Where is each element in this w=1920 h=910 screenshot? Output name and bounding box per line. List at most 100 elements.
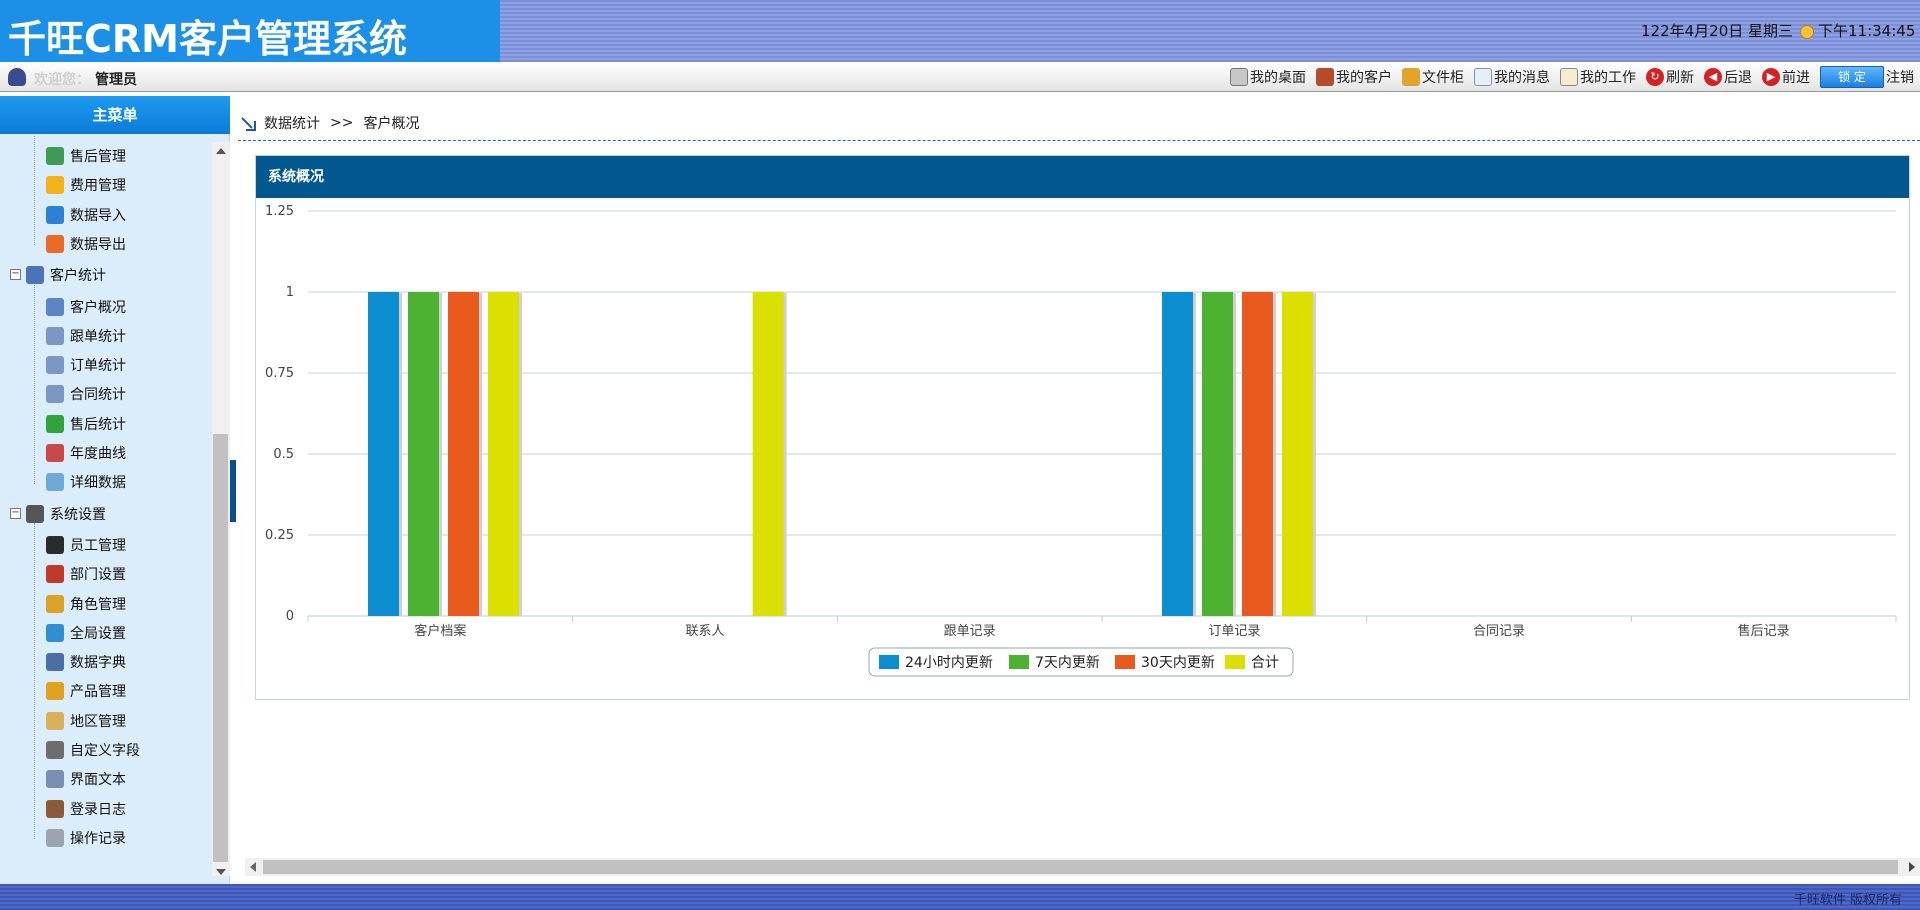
legend-label: 7天内更新	[1035, 655, 1100, 671]
key-icon	[46, 594, 64, 613]
x-tick-label: 跟单记录	[944, 624, 996, 639]
bar-chart-icon	[46, 385, 64, 404]
menu-item-record[interactable]: 操作记录	[46, 826, 126, 850]
menu-item-edit[interactable]: 自定义字段	[46, 738, 140, 762]
bar	[448, 292, 479, 616]
panel-title: 系统概况	[256, 156, 1909, 198]
menu-item-line-chart[interactable]: 年度曲线	[46, 441, 126, 465]
menu-item-map[interactable]: 地区管理	[46, 709, 126, 733]
menu-item-book[interactable]: 数据字典	[46, 650, 126, 674]
employee-icon	[46, 535, 64, 554]
x-tick-label: 联系人	[685, 624, 724, 639]
star-icon	[46, 176, 64, 195]
my-work-link[interactable]: 我的工作	[1560, 67, 1636, 87]
y-tick-label: 1	[286, 285, 294, 300]
work-icon	[1560, 68, 1578, 86]
menu-item-import[interactable]: 数据导入	[46, 203, 126, 227]
tree-guide-line	[34, 522, 35, 840]
top-toolbar: 欢迎您： 管理员 我的桌面 我的客户 文件柜 我的消息 我的工作 ↻ 刷新 ◀ …	[0, 62, 1920, 92]
overview-panel: 系统概况 0 0.25 0.5 0.75 1 1.25 客户档案 联系人 跟单记录 订单记录 合同记…	[255, 155, 1910, 700]
arrow-icon	[240, 115, 256, 131]
globe-icon	[46, 623, 64, 642]
forward-button[interactable]: ▶ 前进	[1762, 67, 1810, 87]
menu-item-text[interactable]: 界面文本	[46, 767, 126, 791]
breadcrumb-section[interactable]: 数据统计	[264, 116, 320, 132]
menu-item-export[interactable]: 数据导出	[46, 232, 126, 256]
export-icon	[46, 234, 64, 253]
menu-item-label: 客户概况	[70, 299, 126, 316]
bar	[1202, 292, 1233, 616]
record-icon	[46, 828, 64, 847]
menu-item-label: 数据导出	[70, 236, 126, 253]
bar	[488, 292, 519, 616]
menu-item-table[interactable]: 详细数据	[46, 470, 126, 494]
sidebar-scroll-thumb[interactable]	[213, 434, 228, 862]
menu-item-bar-chart[interactable]: 跟单统计	[46, 324, 126, 348]
y-tick-label: 1.25	[265, 204, 294, 219]
scroll-down-icon[interactable]	[216, 869, 226, 875]
scroll-left-icon[interactable]	[250, 862, 256, 872]
legend-swatch	[879, 655, 899, 669]
menu-group-1[interactable]: 客户统计	[26, 263, 106, 287]
table-icon	[46, 473, 64, 492]
menu-item-label: 详细数据	[70, 475, 126, 492]
menu-item-bar-chart[interactable]: 订单统计	[46, 353, 126, 377]
my-desktop-link[interactable]: 我的桌面	[1230, 67, 1306, 87]
clock-icon	[1800, 25, 1814, 39]
menu-item-label: 操作记录	[70, 830, 126, 847]
refresh-icon: ↻	[1646, 68, 1664, 86]
menu-item-globe[interactable]: 全局设置	[46, 621, 126, 645]
menu-item-label: 界面文本	[70, 772, 126, 789]
menu-item-star[interactable]: 费用管理	[46, 173, 126, 197]
menu-item-org-chart[interactable]: 部门设置	[46, 562, 126, 586]
app-header: 千旺CRM客户管理系统 122年4月20日 星期三 下午11:34:45	[0, 0, 1920, 62]
menu-item-label: 部门设置	[70, 567, 126, 584]
toolbar-links: 我的桌面 我的客户 文件柜 我的消息 我的工作 ↻ 刷新 ◀ 后退 ▶ 前进	[1230, 62, 1920, 92]
sidebar-collapse-handle[interactable]	[230, 460, 236, 522]
chart-legend	[868, 647, 1294, 677]
menu-item-green-chart[interactable]: 售后统计	[46, 412, 126, 436]
scroll-up-icon[interactable]	[216, 148, 226, 154]
logout-link[interactable]: 注销	[1886, 70, 1914, 86]
product-icon	[46, 682, 64, 701]
x-tick-label: 合同记录	[1473, 624, 1525, 639]
legend-swatch	[1115, 655, 1135, 669]
menu-item-overview[interactable]: 客户概况	[46, 295, 126, 319]
menu-item-label: 全局设置	[70, 625, 126, 642]
menu-item-employee[interactable]: 员工管理	[46, 533, 126, 557]
text-icon	[46, 770, 64, 789]
menu-item-label: 数据字典	[70, 655, 126, 672]
bar-chart-icon	[46, 356, 64, 375]
breadcrumb-current: 客户概况	[363, 116, 420, 132]
menu-item-bar-chart[interactable]: 合同统计	[46, 382, 126, 406]
menu-item-log[interactable]: 登录日志	[46, 797, 126, 821]
menu-group-label: 客户统计	[50, 268, 106, 285]
menu-item-label: 地区管理	[70, 713, 126, 730]
scroll-right-icon[interactable]	[1909, 862, 1915, 872]
my-customers-link[interactable]: 我的客户	[1316, 67, 1392, 87]
horizontal-scroll-thumb[interactable]	[263, 860, 1898, 874]
horizontal-scrollbar[interactable]	[245, 858, 1920, 876]
y-tick-label: 0.5	[273, 447, 294, 462]
legend-label: 30天内更新	[1141, 655, 1215, 671]
collapse-toggle-icon[interactable]: −	[10, 506, 21, 519]
lock-button[interactable]: 锁 定	[1820, 66, 1884, 88]
x-tick-label: 订单记录	[1208, 624, 1260, 639]
menu-item-after-sales[interactable]: 售后管理	[46, 144, 126, 168]
y-tick-label: 0	[286, 609, 294, 624]
bar-chart-icon	[46, 326, 64, 345]
import-icon	[46, 205, 64, 224]
file-cabinet-link[interactable]: 文件柜	[1402, 67, 1464, 87]
menu-item-label: 产品管理	[70, 684, 126, 701]
menu-item-key[interactable]: 角色管理	[46, 592, 126, 616]
settings-group-icon	[26, 504, 44, 523]
menu-item-product[interactable]: 产品管理	[46, 679, 126, 703]
back-button[interactable]: ◀ 后退	[1704, 67, 1752, 87]
green-chart-icon	[46, 414, 64, 433]
menu-group-2[interactable]: 系统设置	[26, 502, 106, 526]
user-icon	[8, 68, 26, 86]
collapse-toggle-icon[interactable]: −	[10, 268, 21, 281]
my-messages-link[interactable]: 我的消息	[1474, 67, 1550, 87]
refresh-button[interactable]: ↻ 刷新	[1646, 67, 1694, 87]
breadcrumb-separator: >>	[330, 115, 354, 131]
